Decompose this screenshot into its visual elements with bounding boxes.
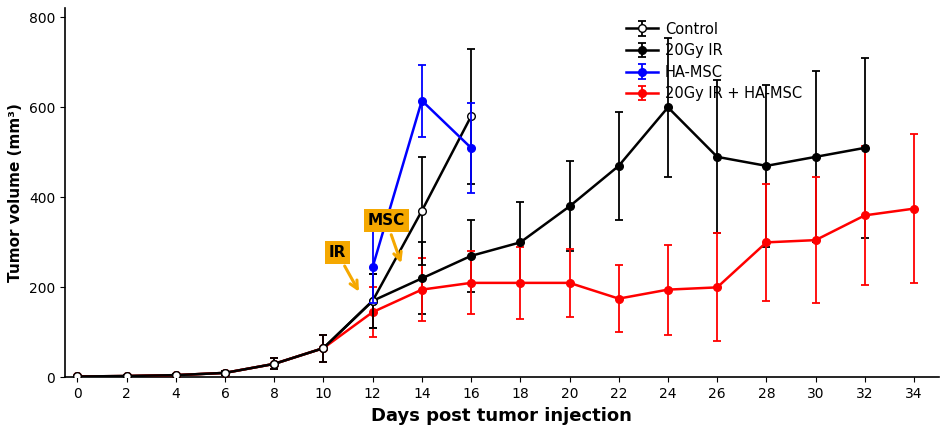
Text: MSC: MSC <box>367 213 405 260</box>
X-axis label: Days post tumor injection: Days post tumor injection <box>371 407 633 425</box>
Legend: Control, 20Gy IR, HA-MSC, 20Gy IR + HA-MSC: Control, 20Gy IR, HA-MSC, 20Gy IR + HA-M… <box>619 16 808 107</box>
Y-axis label: Tumor volume (mm³): Tumor volume (mm³) <box>9 103 24 282</box>
Text: IR: IR <box>329 245 357 289</box>
